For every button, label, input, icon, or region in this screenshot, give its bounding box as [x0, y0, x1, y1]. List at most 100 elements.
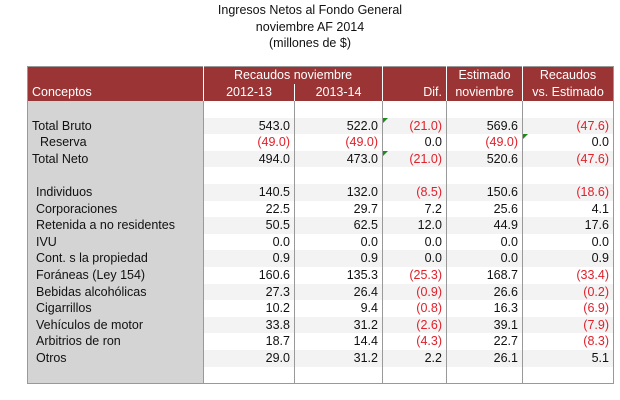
table-row: Cigarrillos 10.2 9.4 (0.8) 16.3 (6.9)	[27, 300, 614, 317]
row-value: 0.0	[382, 134, 447, 151]
row-value: 569.6	[446, 117, 523, 135]
header-recaudos-noviembre: Recaudos noviembre	[203, 66, 383, 84]
row-value: 0.0	[203, 233, 295, 251]
row-value: (47.6)	[522, 150, 614, 168]
row-value: 473.0	[294, 150, 383, 168]
report-title: Ingresos Netos al Fondo General noviembr…	[0, 2, 620, 52]
row-value: 25.6	[446, 200, 523, 218]
table-row: Arbitrios de ron 18.7 14.4 (4.3) 22.7 (8.3)	[27, 333, 614, 350]
row-value: 39.1	[446, 316, 523, 334]
header-2013-14: 2013-14	[294, 84, 383, 101]
table-row: Corporaciones 22.5 29.7 7.2 25.6 4.1	[27, 200, 614, 218]
table-row: Reserva (49.0) (49.0) 0.0 (49.0) 0.0	[27, 134, 614, 151]
row-value: 22.7	[446, 333, 523, 350]
row-value: 16.3	[446, 300, 523, 317]
header-2012-13: 2012-13	[203, 84, 295, 101]
row-value: 22.5	[203, 200, 295, 218]
row-value: (6.9)	[522, 300, 614, 317]
row-value: 26.1	[446, 349, 523, 367]
row-value: 17.6	[522, 217, 614, 234]
header-dif: Dif.	[382, 84, 447, 101]
table-row: Total Bruto 543.0 522.0 (21.0) 569.6 (47.6)	[27, 117, 614, 135]
row-value: 0.9	[294, 250, 383, 267]
row-value: 29.7	[294, 200, 383, 218]
row-value: 0.0	[522, 233, 614, 251]
row-label: Cont. s la propiedad	[27, 250, 204, 267]
revenue-table: Recaudos noviembre Estimado Recaudos Con…	[27, 66, 614, 385]
row-value: 50.5	[203, 217, 295, 234]
table-row: Bebidas alcohólicas 27.3 26.4 (0.9) 26.6 (0.2…	[27, 283, 614, 301]
row-value: 494.0	[203, 150, 295, 168]
table-row: Total Neto 494.0 473.0 (21.0) 520.6 (47.6)	[27, 150, 614, 168]
blank-row	[27, 366, 614, 384]
title-line-3: (millones de $)	[269, 36, 351, 50]
row-label: Corporaciones	[27, 200, 204, 218]
row-value: 10.2	[203, 300, 295, 317]
row-value: 33.8	[203, 316, 295, 334]
row-value: 31.2	[294, 349, 383, 367]
blank-row	[27, 167, 614, 184]
row-value: 0.0	[382, 233, 447, 251]
row-label: Arbitrios de ron	[27, 333, 204, 350]
row-value: 140.5	[203, 183, 295, 201]
row-value: 520.6	[446, 150, 523, 168]
header-conceptos: Conceptos	[27, 84, 204, 101]
row-value: 168.7	[446, 266, 523, 284]
row-value: 26.6	[446, 283, 523, 301]
row-value: 14.4	[294, 333, 383, 350]
table-row: Cont. s la propiedad 0.9 0.9 0.0 0.0 0.9	[27, 250, 614, 267]
row-value: (0.2)	[522, 283, 614, 301]
row-value: (21.0)	[382, 150, 447, 168]
table-row: IVU 0.0 0.0 0.0 0.0 0.0	[27, 233, 614, 251]
row-value: (0.8)	[382, 300, 447, 317]
header-row-1: Recaudos noviembre Estimado Recaudos	[27, 66, 614, 84]
row-value: (18.6)	[522, 183, 614, 201]
row-label: Retenida a no residentes	[27, 217, 204, 234]
row-value: 5.1	[522, 349, 614, 367]
row-value: (8.3)	[522, 333, 614, 350]
row-value: 135.3	[294, 266, 383, 284]
row-label: Individuos	[27, 183, 204, 201]
row-value: 44.9	[446, 217, 523, 234]
row-value: 0.0	[294, 233, 383, 251]
header-noviembre: noviembre	[446, 84, 523, 101]
row-label: Bebidas alcohólicas	[27, 283, 204, 301]
row-value: 543.0	[203, 117, 295, 135]
row-label: Foráneas (Ley 154)	[27, 266, 204, 284]
row-value: 29.0	[203, 349, 295, 367]
row-value: 0.9	[522, 250, 614, 267]
row-value: 132.0	[294, 183, 383, 201]
row-label: Cigarrillos	[27, 300, 204, 317]
row-value: 0.0	[522, 134, 614, 151]
row-value: 522.0	[294, 117, 383, 135]
header-vs-estimado: vs. Estimado	[522, 84, 614, 101]
row-value: (0.9)	[382, 283, 447, 301]
row-value: 7.2	[382, 200, 447, 218]
row-value: (33.4)	[522, 266, 614, 284]
title-line-1: Ingresos Netos al Fondo General	[217, 3, 403, 17]
row-value: 2.2	[382, 349, 447, 367]
row-value: (49.0)	[446, 134, 523, 151]
table-row: Otros 29.0 31.2 2.2 26.1 5.1	[27, 349, 614, 367]
row-value: (8.5)	[382, 183, 447, 201]
row-value: 0.9	[203, 250, 295, 267]
row-value: (7.9)	[522, 316, 614, 334]
row-value: (49.0)	[294, 134, 383, 151]
row-label: Total Neto	[27, 150, 204, 168]
row-value: 18.7	[203, 333, 295, 350]
row-value: (49.0)	[203, 134, 295, 151]
row-value: (25.3)	[382, 266, 447, 284]
row-value: 62.5	[294, 217, 383, 234]
row-value: (21.0)	[382, 117, 447, 135]
row-value: 26.4	[294, 283, 383, 301]
row-value: 27.3	[203, 283, 295, 301]
row-value: (47.6)	[522, 117, 614, 135]
row-value: 31.2	[294, 316, 383, 334]
row-value: 9.4	[294, 300, 383, 317]
row-label: Total Bruto	[27, 117, 204, 135]
row-label: Vehículos de motor	[27, 316, 204, 334]
row-value: (4.3)	[382, 333, 447, 350]
row-label: Reserva	[27, 134, 204, 151]
row-value: 160.6	[203, 266, 295, 284]
header-row-2: Conceptos 2012-13 2013-14 Dif. noviembre…	[27, 84, 614, 101]
